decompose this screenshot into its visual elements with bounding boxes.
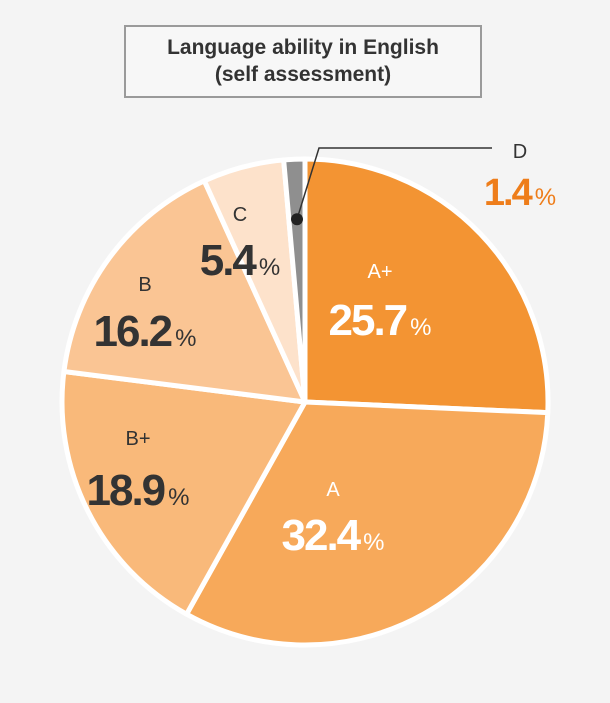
callout-dot-d (291, 213, 303, 226)
slice-label-a: A (326, 479, 340, 501)
slice-label-b: B (138, 274, 151, 296)
chart-title-line1: Language ability in English (167, 36, 439, 60)
slice-value-b: 16.2% (94, 307, 197, 356)
slice-label-a-plus: A+ (367, 261, 392, 283)
slice-label-c: C (233, 204, 247, 226)
callout-line-d (296, 147, 492, 220)
slice-label-b-plus: B+ (125, 428, 150, 450)
pie-slice-b-plus (59, 369, 308, 617)
slice-value-b-plus: 18.9% (87, 466, 190, 515)
pie-slice-a (184, 399, 551, 648)
slice-value-c: 5.4% (200, 236, 281, 285)
slice-value-d: 1.4% (484, 172, 556, 214)
pie-slice-a-plus (302, 156, 551, 416)
slice-value-a-plus: 25.7% (329, 296, 432, 345)
chart-title-line2: (self assessment) (214, 62, 392, 86)
pie-slice-b (61, 178, 308, 405)
slice-value-a: 32.4% (282, 511, 385, 560)
slice-label-d: D (513, 141, 527, 163)
chart-title-box: Language ability in English (self assess… (124, 25, 482, 98)
